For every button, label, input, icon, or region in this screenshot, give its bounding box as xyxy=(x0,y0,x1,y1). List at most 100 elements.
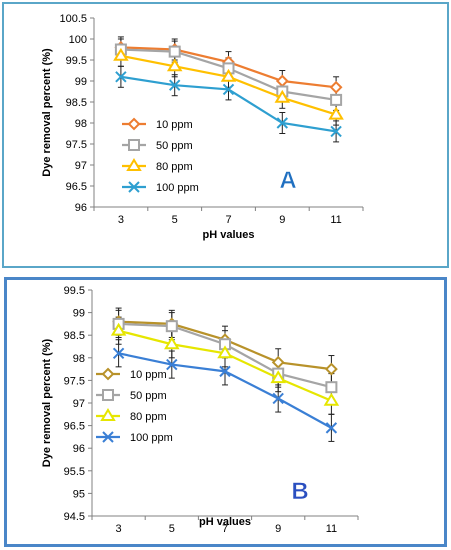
y-tick-label: 96.5 xyxy=(66,181,87,193)
legend-label: 100 ppm xyxy=(130,432,173,444)
x-tick-label: 11 xyxy=(326,523,337,535)
series-100-ppm xyxy=(115,71,342,138)
data-point xyxy=(219,365,231,378)
x-tick-label: 3 xyxy=(116,523,122,535)
y-axis-title: Dye removal percent (%) xyxy=(41,48,53,177)
legend-marker xyxy=(101,367,115,381)
data-point xyxy=(112,347,125,359)
data-point xyxy=(168,45,181,58)
legend-item: 50 ppm xyxy=(96,389,167,402)
legend-label: 80 ppm xyxy=(156,161,193,173)
data-point xyxy=(324,362,338,376)
data-point xyxy=(110,322,127,336)
data-point xyxy=(329,80,343,94)
y-tick-label: 97.5 xyxy=(66,139,87,151)
data-point xyxy=(113,47,129,61)
legend-marker xyxy=(126,158,142,171)
y-tick-label: 99.5 xyxy=(64,285,85,297)
legend-item: 80 ppm xyxy=(122,158,193,173)
y-tick-label: 98 xyxy=(75,118,87,130)
legend-item: 50 ppm xyxy=(122,139,193,152)
chart-a: 96 96.5 97 97.5 98 98.5 99 99.5 100 100.5 3 5 7 9 11 pH… xyxy=(41,13,364,241)
data-point xyxy=(164,336,180,350)
data-point xyxy=(325,422,338,434)
data-point xyxy=(330,93,343,106)
y-tick-label: 99 xyxy=(73,308,85,320)
data-point xyxy=(276,117,289,129)
x-tick-label: 7 xyxy=(222,523,228,535)
legend-label: 80 ppm xyxy=(130,411,167,423)
data-point xyxy=(323,392,340,406)
x-tick-label: 9 xyxy=(275,523,281,535)
y-tick-label: 100.5 xyxy=(59,13,87,25)
y-tick-label: 100 xyxy=(69,34,87,46)
x-axis-title: pH values xyxy=(199,516,251,528)
legend-label: 50 ppm xyxy=(130,390,167,402)
legend-label: 50 ppm xyxy=(156,140,193,152)
x-tick-label: 9 xyxy=(279,214,285,226)
y-tick-label: 98.5 xyxy=(64,330,85,342)
data-point xyxy=(330,125,342,138)
data-point xyxy=(328,106,344,120)
data-point xyxy=(217,345,233,359)
chart-panel-a xyxy=(2,2,449,268)
y-axis-title: Dye removal percent (%) xyxy=(41,338,53,467)
y-tick-label: 97.5 xyxy=(64,375,85,387)
y-tick-label: 98 xyxy=(73,353,85,365)
legend-label: 100 ppm xyxy=(156,182,199,194)
x-tick-label: 5 xyxy=(169,523,175,535)
legend-item: 100 ppm xyxy=(96,431,173,444)
y-tick-label: 94.5 xyxy=(64,511,85,523)
y-tick-label: 96 xyxy=(75,202,87,214)
legend: 10 ppm 50 ppm 80 ppm 100 ppm xyxy=(122,117,199,194)
data-point xyxy=(270,370,286,384)
x-tick-label: 11 xyxy=(330,214,341,226)
data-point xyxy=(168,79,181,91)
x-tick-label: 3 xyxy=(118,214,124,226)
y-tick-label: 95.5 xyxy=(64,466,85,478)
legend-label: 10 ppm xyxy=(156,119,193,131)
y-tick-label: 97 xyxy=(75,160,87,172)
y-tick-label: 99.5 xyxy=(66,55,87,67)
y-tick-label: 98.5 xyxy=(66,97,87,109)
legend-marker xyxy=(102,431,114,443)
chart-panel-b xyxy=(4,277,447,547)
y-tick-label: 99 xyxy=(75,76,87,88)
legend-marker xyxy=(128,139,140,151)
data-point xyxy=(271,355,285,369)
y-tick-label: 97 xyxy=(73,398,85,410)
panel-label: A xyxy=(279,167,296,194)
data-point xyxy=(115,71,127,83)
legend-marker xyxy=(100,408,116,421)
data-point xyxy=(166,358,178,371)
legend-item: 100 ppm xyxy=(122,181,199,194)
data-point xyxy=(325,381,338,394)
series-80-ppm xyxy=(113,47,344,120)
legend-label: 10 ppm xyxy=(130,369,167,381)
panel-label: B xyxy=(291,478,308,505)
data-point xyxy=(166,58,183,72)
legend-marker xyxy=(127,117,141,131)
y-tick-label: 96 xyxy=(73,443,85,455)
legend-item: 10 ppm xyxy=(122,117,193,131)
data-point xyxy=(165,320,178,333)
x-tick-label: 7 xyxy=(225,214,231,226)
series-100-ppm xyxy=(112,347,338,434)
chart-b: 94.5 95 95.5 96 96.5 97 97.5 98 98.5 99 99.5 3 5 7 9 11… xyxy=(41,285,359,535)
y-tick-label: 96.5 xyxy=(64,421,85,433)
legend-marker xyxy=(128,181,140,193)
x-tick-label: 5 xyxy=(172,214,178,226)
y-tick-label: 95 xyxy=(73,488,85,500)
data-point xyxy=(222,83,235,96)
legend-item: 10 ppm xyxy=(96,367,167,381)
data-point xyxy=(274,89,291,103)
legend-marker xyxy=(102,389,114,401)
legend: 10 ppm 50 ppm 80 ppm 100 ppm xyxy=(96,367,173,444)
data-point xyxy=(275,74,289,88)
data-point xyxy=(272,392,284,405)
series-80-ppm xyxy=(110,322,340,406)
legend-item: 80 ppm xyxy=(96,408,167,423)
x-axis-title: pH values xyxy=(203,229,255,241)
data-point xyxy=(220,68,237,82)
